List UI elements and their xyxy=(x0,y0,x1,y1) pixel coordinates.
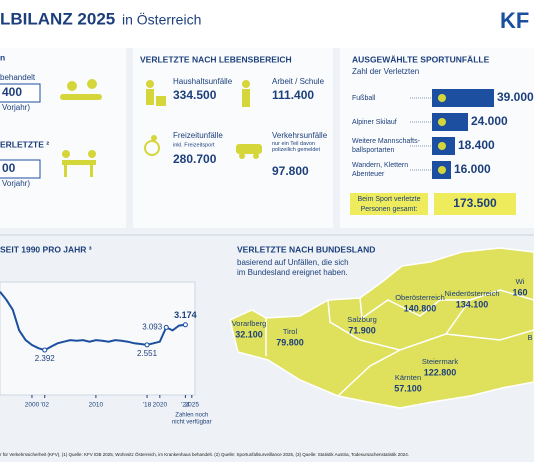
region-name: Steiermark xyxy=(422,357,459,366)
header-subtitle: in Österreich xyxy=(122,11,201,28)
value-label: 3.174 xyxy=(174,310,197,320)
left-label: ERLETZTE ² xyxy=(0,139,49,149)
category-label: Freizeitunfälle xyxy=(173,131,223,140)
sport-bar xyxy=(432,89,494,107)
x-tick-label: 2000 xyxy=(25,402,40,409)
icon xyxy=(144,80,262,159)
value-label: 2.551 xyxy=(137,349,158,358)
total-box xyxy=(350,193,428,215)
sport-value: 39.000 xyxy=(497,90,534,104)
region-value: 32.100 xyxy=(235,329,263,339)
x-tick-label: '02 xyxy=(41,402,50,409)
region-value: 79.800 xyxy=(276,337,304,347)
region-value: 71.900 xyxy=(348,325,376,335)
region-name: Salzburg xyxy=(347,315,377,324)
point xyxy=(144,342,150,348)
map-text: basierend auf Unfällen, die sich xyxy=(237,258,349,267)
sport-label: Abenteuer xyxy=(352,171,385,178)
point xyxy=(42,347,48,353)
left-value: 00 xyxy=(2,161,16,175)
sport-label: Fußball xyxy=(352,95,376,102)
region-name: B xyxy=(527,333,532,342)
section-title: VERLETZTE NACH BUNDESLAND xyxy=(237,244,375,254)
sport-label: Alpiner Skilauf xyxy=(352,119,397,126)
category-note: nur ein Teil davon polizeilich gemeldet xyxy=(272,141,320,153)
left-label: n xyxy=(0,52,5,62)
region-value: 140.800 xyxy=(404,303,437,313)
x-tick-label: 2025 xyxy=(185,402,200,409)
chart-note: Zahlen noch xyxy=(175,413,208,419)
category-value: 111.400 xyxy=(272,88,314,102)
total-label: Beim Sport verletzte xyxy=(357,196,420,203)
chart-note: nicht verfügbar xyxy=(172,420,212,426)
sport-value: 18.400 xyxy=(458,138,495,152)
map-borders xyxy=(265,289,534,397)
map-country xyxy=(229,247,534,409)
total-box xyxy=(434,193,516,215)
sport-icon xyxy=(438,94,446,102)
category-value: 280.700 xyxy=(173,152,217,166)
region-name: Tirol xyxy=(283,327,298,336)
sport-icon xyxy=(438,118,446,126)
x-tick-label: '18 xyxy=(143,402,152,409)
sport-icon xyxy=(438,142,446,150)
line-series xyxy=(0,291,186,352)
section-title: AUSGEWÄHLTE SPORTUNFÄLLE xyxy=(352,54,490,64)
sport-value: 24.000 xyxy=(471,114,508,128)
section-subtitle: Zahl der Verletzten xyxy=(352,67,419,76)
sport-label: Weitere Mannschafts- xyxy=(352,138,421,145)
category-note-box: nur ein Teil davon polizeilich gemeldet xyxy=(272,141,320,153)
sport-label: ballsportarten xyxy=(352,147,395,154)
left-note: behandelt xyxy=(0,73,36,82)
region-name: Oberösterreich xyxy=(395,293,445,302)
icon xyxy=(62,150,96,177)
plot-area xyxy=(0,281,196,396)
total-value: 173.500 xyxy=(453,196,497,210)
footer: r für Verkehrssicherheit (KFV), (1) Quel… xyxy=(0,451,409,457)
sport-label: Wandern, Klettern xyxy=(352,162,408,169)
region-value: 134.100 xyxy=(456,299,489,309)
chart-title: SEIT 1990 PRO JAHR ³ xyxy=(0,244,92,254)
region-name: Vorarlberg xyxy=(232,319,267,328)
region-name: Niederösterreich xyxy=(444,289,499,298)
panel xyxy=(0,48,126,228)
point xyxy=(182,322,188,328)
value-box xyxy=(0,159,41,179)
icon xyxy=(60,79,102,100)
panel xyxy=(133,48,333,228)
map xyxy=(229,247,534,409)
value-label: 2.392 xyxy=(35,354,56,363)
region-value: 57.100 xyxy=(394,383,422,393)
left-value: 400 xyxy=(2,85,22,99)
category-label: Verkehrsunfälle xyxy=(272,131,328,140)
map-text: im Bundesland ereignet haben. xyxy=(237,268,348,277)
logo: KF xyxy=(500,8,529,33)
total-label: Personen gesamt: xyxy=(361,206,418,213)
header-title: LBILANZ 2025 xyxy=(0,9,115,28)
region-name: Kärnten xyxy=(395,373,421,382)
x-tick-label: '24 xyxy=(181,402,190,409)
x-tick-label: 2020 xyxy=(153,402,168,409)
section-title: VERLETZTE NACH LEBENSBEREICH xyxy=(140,54,292,64)
left-sub: Vorjahr) xyxy=(2,103,30,112)
category-label: Haushaltsunfälle xyxy=(173,77,233,86)
point xyxy=(163,324,169,330)
x-tick-label: 2010 xyxy=(89,402,104,409)
value-box xyxy=(0,83,41,103)
category-note: inkl. Freizeitsport xyxy=(173,142,215,148)
region-value: 160 xyxy=(512,287,527,297)
left-sub: Vorjahr) xyxy=(2,179,30,188)
sport-icon xyxy=(438,166,446,174)
sport-value: 16.000 xyxy=(454,162,491,176)
region-name: Wi xyxy=(516,277,525,286)
value-label: 3.093 xyxy=(142,323,163,332)
sport-bar xyxy=(432,113,468,131)
category-value: 334.500 xyxy=(173,88,217,102)
category-label: Arbeit / Schule xyxy=(272,77,325,86)
region-value: 122.800 xyxy=(424,367,457,377)
category-value: 97.800 xyxy=(272,164,309,178)
header-band xyxy=(0,0,534,48)
